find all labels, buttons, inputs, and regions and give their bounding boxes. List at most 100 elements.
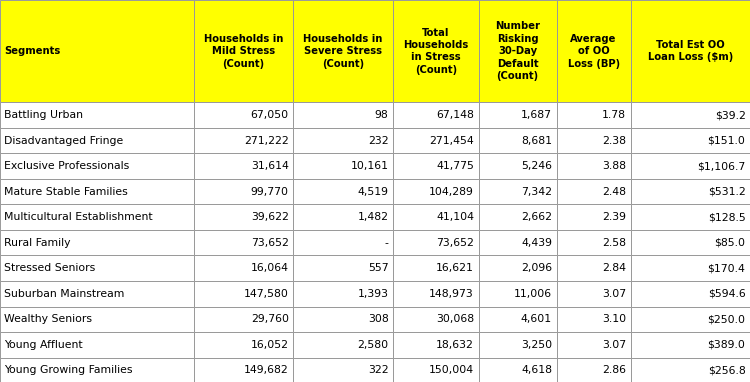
Text: $594.6: $594.6	[708, 289, 746, 299]
Bar	[0, 179, 194, 204]
Bar	[194, 230, 293, 256]
Text: $250.0: $250.0	[707, 314, 746, 324]
Bar	[293, 306, 393, 332]
Bar	[194, 128, 293, 154]
Bar	[393, 204, 478, 230]
Bar	[631, 230, 750, 256]
Bar	[194, 179, 293, 204]
Bar	[393, 306, 478, 332]
Text: 3.10: 3.10	[602, 314, 626, 324]
Bar	[194, 332, 293, 358]
Bar	[478, 204, 556, 230]
Text: Disadvantaged Fringe: Disadvantaged Fringe	[4, 136, 124, 146]
Bar	[293, 358, 393, 382]
Text: 2.86: 2.86	[602, 365, 626, 375]
Text: 149,682: 149,682	[244, 365, 289, 375]
Text: 39,622: 39,622	[251, 212, 289, 222]
Bar	[194, 0, 293, 102]
Text: 5,246: 5,246	[521, 161, 552, 171]
Bar	[393, 230, 478, 256]
Bar	[194, 281, 293, 306]
Bar	[0, 154, 194, 179]
Text: 322: 322	[368, 365, 388, 375]
Bar	[293, 128, 393, 154]
Text: 30,068: 30,068	[436, 314, 474, 324]
Text: Total
Households
in Stress
(Count): Total Households in Stress (Count)	[404, 28, 468, 75]
Text: 4,601: 4,601	[520, 314, 552, 324]
Bar	[393, 281, 478, 306]
Bar	[293, 204, 393, 230]
Text: Households in
Severe Stress
(Count): Households in Severe Stress (Count)	[304, 34, 382, 69]
Text: Multicultural Establishment: Multicultural Establishment	[4, 212, 153, 222]
Text: $170.4: $170.4	[708, 263, 746, 273]
Text: 150,004: 150,004	[429, 365, 474, 375]
Text: 308: 308	[368, 314, 388, 324]
Bar	[631, 281, 750, 306]
Text: 2.38: 2.38	[602, 136, 626, 146]
Text: 104,289: 104,289	[429, 187, 474, 197]
Text: 7,342: 7,342	[521, 187, 552, 197]
Text: 3.88: 3.88	[602, 161, 626, 171]
Bar	[393, 256, 478, 281]
Text: 148,973: 148,973	[429, 289, 474, 299]
Text: $1,106.7: $1,106.7	[698, 161, 746, 171]
Text: 29,760: 29,760	[251, 314, 289, 324]
Text: 271,222: 271,222	[244, 136, 289, 146]
Bar	[631, 204, 750, 230]
Bar	[556, 179, 631, 204]
Bar	[478, 332, 556, 358]
Bar	[631, 128, 750, 154]
Bar	[0, 281, 194, 306]
Text: Exclusive Professionals: Exclusive Professionals	[4, 161, 130, 171]
Bar	[293, 179, 393, 204]
Text: 557: 557	[368, 263, 388, 273]
Bar	[478, 128, 556, 154]
Bar	[556, 256, 631, 281]
Bar	[556, 154, 631, 179]
Bar	[393, 102, 478, 128]
Text: 10,161: 10,161	[350, 161, 388, 171]
Bar	[393, 0, 478, 102]
Text: 3,250: 3,250	[520, 340, 552, 350]
Bar	[293, 0, 393, 102]
Bar	[194, 306, 293, 332]
Text: 31,614: 31,614	[251, 161, 289, 171]
Bar	[556, 0, 631, 102]
Text: 73,652: 73,652	[436, 238, 474, 248]
Text: 1,687: 1,687	[521, 110, 552, 120]
Bar	[556, 128, 631, 154]
Text: Mature Stable Families: Mature Stable Families	[4, 187, 128, 197]
Bar	[293, 281, 393, 306]
Bar	[0, 0, 194, 102]
Bar	[393, 154, 478, 179]
Bar	[194, 154, 293, 179]
Bar	[631, 332, 750, 358]
Text: 2.48: 2.48	[602, 187, 626, 197]
Text: 271,454: 271,454	[429, 136, 474, 146]
Bar	[556, 306, 631, 332]
Bar	[556, 102, 631, 128]
Bar	[631, 102, 750, 128]
Bar	[393, 128, 478, 154]
Bar	[631, 179, 750, 204]
Bar	[631, 154, 750, 179]
Bar	[0, 332, 194, 358]
Bar	[556, 204, 631, 230]
Bar	[0, 256, 194, 281]
Text: $85.0: $85.0	[715, 238, 746, 248]
Text: 232: 232	[368, 136, 388, 146]
Text: Stressed Seniors: Stressed Seniors	[4, 263, 96, 273]
Bar	[478, 179, 556, 204]
Text: 2,580: 2,580	[357, 340, 388, 350]
Text: 18,632: 18,632	[436, 340, 474, 350]
Text: Suburban Mainstream: Suburban Mainstream	[4, 289, 124, 299]
Bar	[293, 230, 393, 256]
Text: Number
Risking
30-Day
Default
(Count): Number Risking 30-Day Default (Count)	[495, 21, 540, 81]
Text: 2.39: 2.39	[602, 212, 626, 222]
Bar	[631, 358, 750, 382]
Text: 16,052: 16,052	[251, 340, 289, 350]
Text: $39.2: $39.2	[715, 110, 746, 120]
Text: 2.58: 2.58	[602, 238, 626, 248]
Text: 16,621: 16,621	[436, 263, 474, 273]
Bar	[478, 306, 556, 332]
